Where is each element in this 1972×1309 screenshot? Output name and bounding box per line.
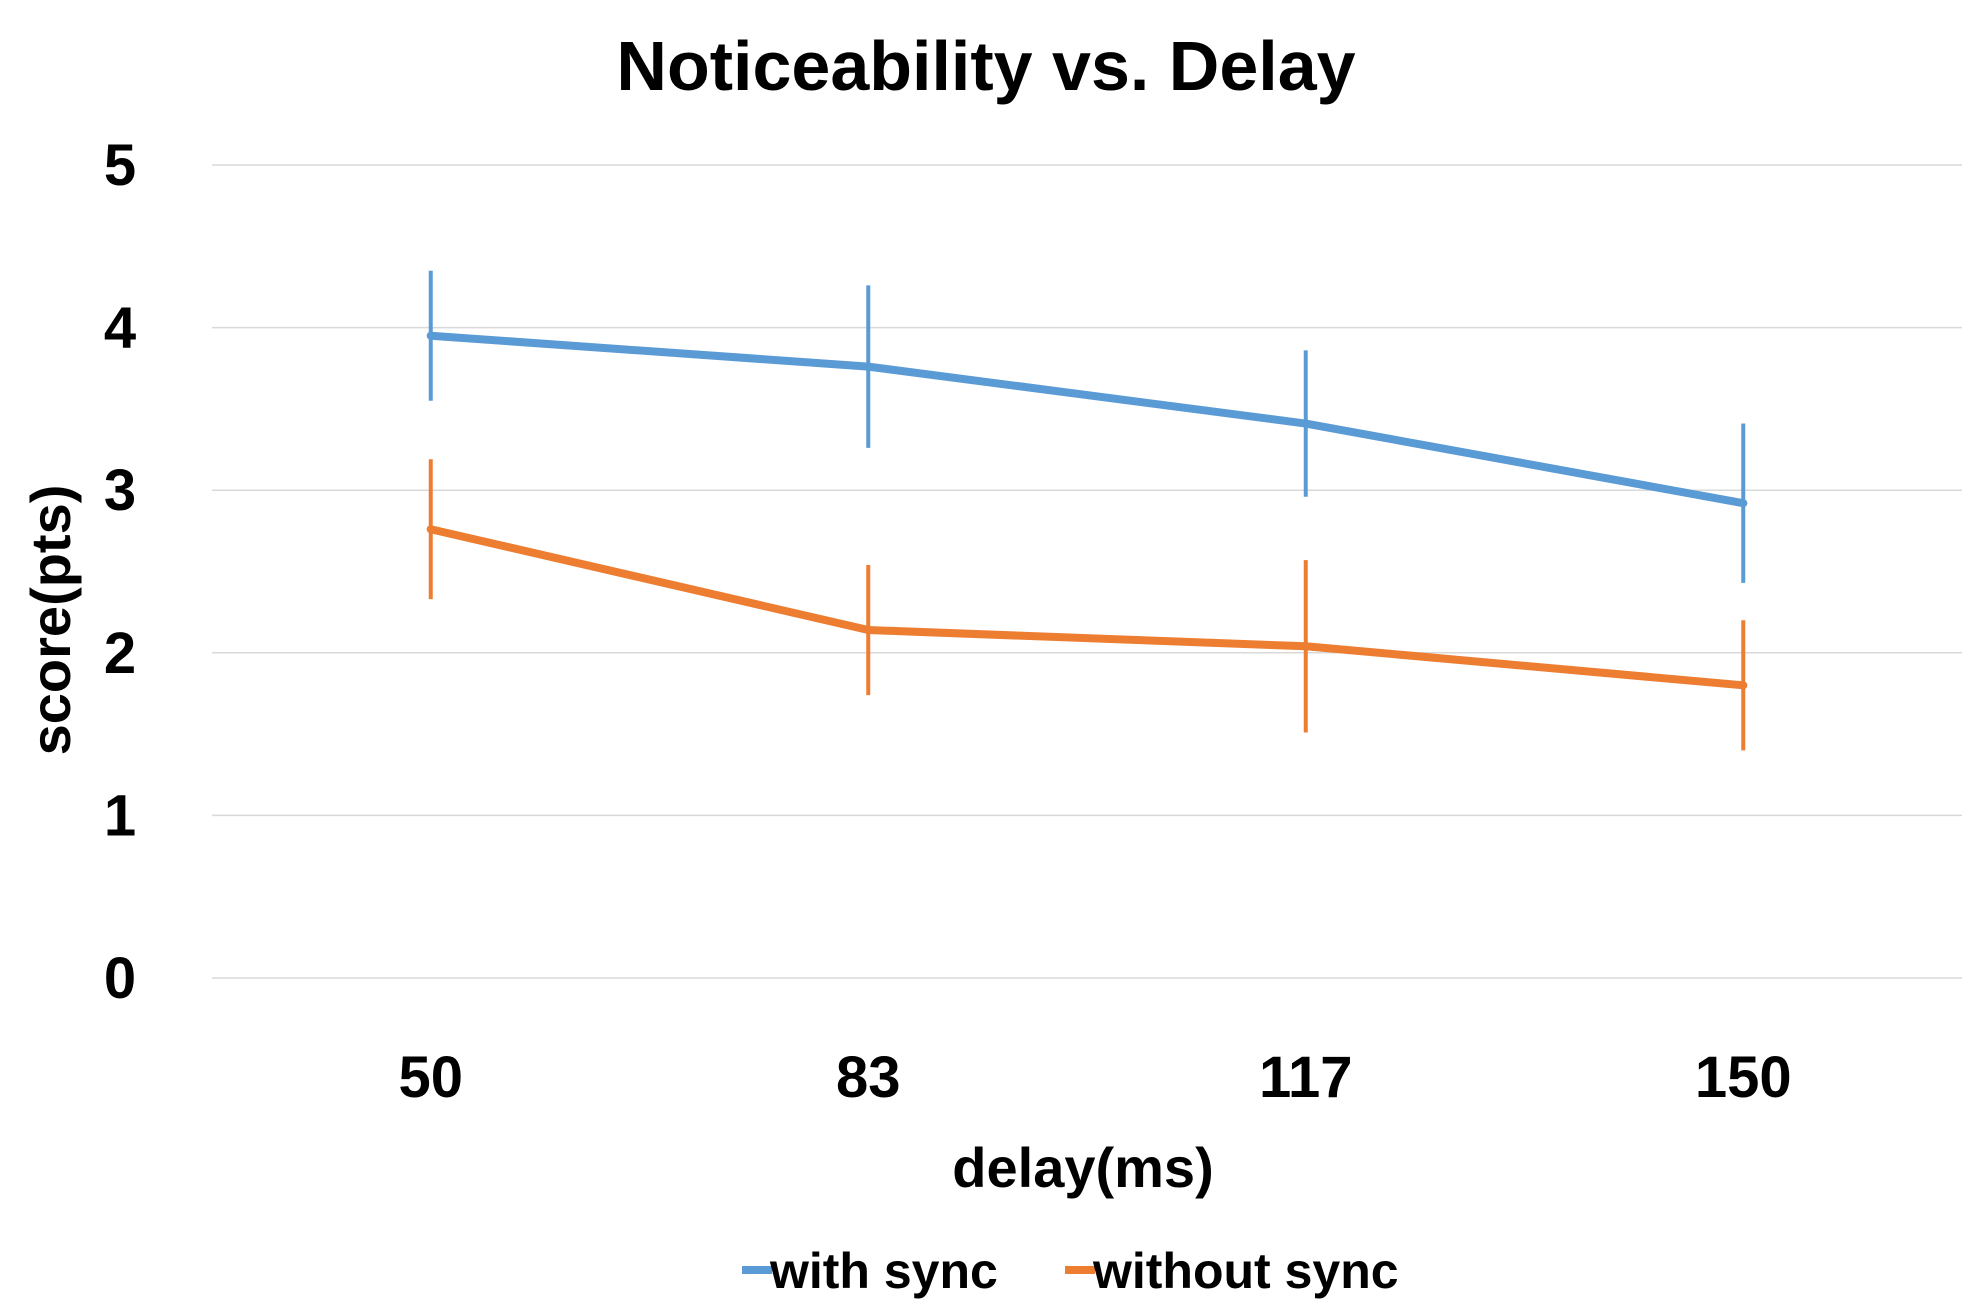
data-point bbox=[426, 525, 435, 534]
chart-title: Noticeability vs. Delay bbox=[616, 27, 1355, 105]
x-tick-label: 150 bbox=[1695, 1045, 1792, 1110]
x-axis-title: delay(ms) bbox=[952, 1136, 1213, 1199]
legend-label: with sync bbox=[769, 1243, 998, 1299]
series-without-sync bbox=[426, 459, 1748, 751]
legend-label: without sync bbox=[1092, 1243, 1399, 1299]
x-tick-label: 117 bbox=[1259, 1045, 1353, 1110]
y-tick-label: 2 bbox=[104, 621, 136, 686]
data-point bbox=[1739, 499, 1748, 508]
y-tick-label: 3 bbox=[104, 458, 136, 523]
data-point bbox=[1739, 681, 1748, 690]
series-with-sync bbox=[426, 270, 1748, 583]
x-tick-label: 83 bbox=[836, 1045, 901, 1110]
x-axis-ticks: 50 83 117 150 bbox=[398, 1045, 1791, 1110]
series-line bbox=[426, 331, 1748, 508]
data-point bbox=[1301, 642, 1310, 651]
data-point bbox=[864, 362, 873, 371]
series-line bbox=[426, 525, 1748, 690]
legend-item: with sync bbox=[742, 1243, 998, 1299]
data-point bbox=[426, 331, 435, 340]
y-axis-ticks: 0 1 2 3 4 5 bbox=[104, 133, 136, 1011]
y-axis-title: score(pts) bbox=[19, 485, 82, 756]
data-point bbox=[1301, 419, 1310, 428]
x-tick-label: 50 bbox=[398, 1045, 463, 1110]
data-point bbox=[864, 626, 873, 635]
legend: with sync without sync bbox=[742, 1243, 1399, 1299]
legend-item: without sync bbox=[1065, 1243, 1399, 1299]
y-tick-label: 0 bbox=[104, 946, 136, 1011]
y-tick-label: 1 bbox=[104, 783, 136, 848]
y-tick-label: 5 bbox=[104, 133, 136, 198]
grid-lines bbox=[212, 164, 1962, 979]
y-tick-label: 4 bbox=[104, 296, 136, 361]
series-layer bbox=[426, 270, 1748, 751]
